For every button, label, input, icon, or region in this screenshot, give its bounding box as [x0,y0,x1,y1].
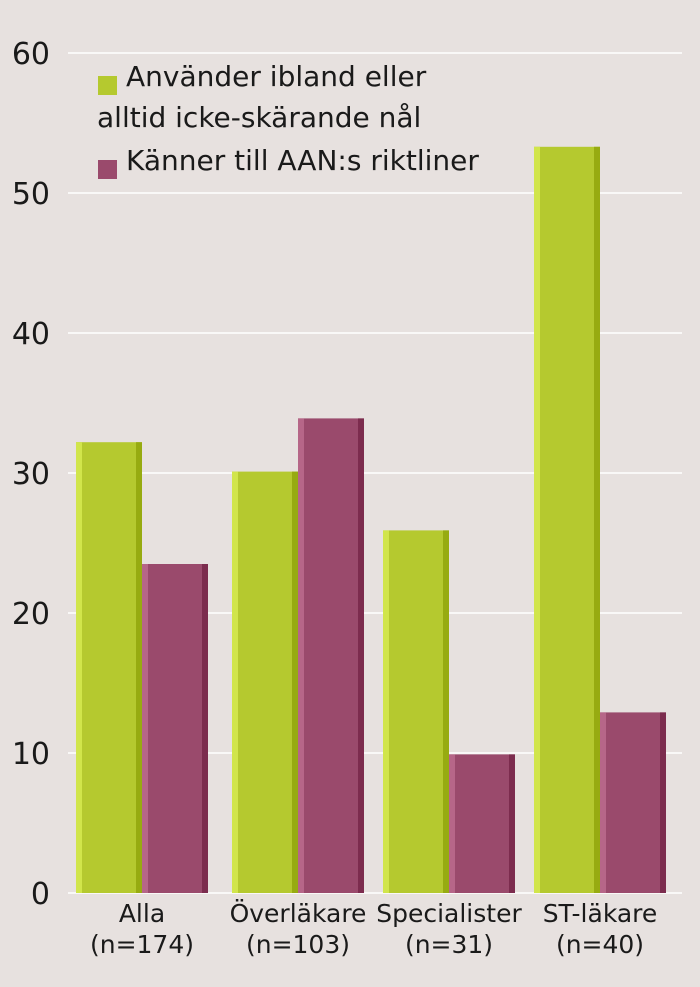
y-tick-label: 50 [12,177,50,212]
bar [449,754,515,893]
bar-body [142,564,208,893]
bar [534,146,600,894]
y-tick-label: 0 [31,877,50,912]
bars [76,146,666,894]
y-tick-label: 40 [12,317,50,352]
x-tick-label: (n=174) [90,930,194,959]
y-tick-label: 20 [12,597,50,632]
x-tick-label: (n=103) [246,930,350,959]
bar [383,530,449,893]
bar-body [449,754,515,893]
bar-body [383,530,449,893]
bar [600,712,666,893]
legend: Använder ibland eller alltid icke-skärand… [97,60,479,179]
bar-body [600,712,666,893]
bar [142,564,208,893]
legend-item: Använder ibland eller alltid icke-skärand… [97,60,427,134]
bar [232,471,298,893]
bar-body [232,471,298,893]
bar-highlight [142,564,148,893]
y-tick-label: 60 [12,37,50,72]
bar-shadow [443,530,449,893]
legend-label: alltid icke-skärande nål [97,101,421,134]
bar-body [298,418,364,893]
bar-shadow [292,471,298,893]
legend-item: Känner till AAN:s riktliner [98,144,479,179]
y-tick-label: 30 [12,457,50,492]
bar-highlight [232,471,238,893]
bar-highlight [76,442,82,893]
bar-highlight [534,146,540,894]
x-tick-label: (n=40) [556,930,644,959]
bar-shadow [136,442,142,893]
bar-shadow [358,418,364,893]
x-tick-label: Alla [119,899,165,928]
x-tick-label: Överläkare [230,899,367,928]
bar-highlight [298,418,304,893]
bar-shadow [660,712,666,893]
bar-highlight [600,712,606,893]
legend-label: Använder ibland eller [126,60,427,93]
bar-shadow [594,146,600,894]
y-axis: 0 10 20 30 40 50 60 [12,37,50,912]
bar-highlight [383,530,389,893]
bar-shadow [202,564,208,893]
bar-highlight [449,754,455,893]
bar-body [76,442,142,893]
legend-swatch [98,76,117,95]
legend-label: Känner till AAN:s riktliner [126,144,479,177]
x-axis: Alla(n=174) Överläkare(n=103) Specialister… [90,899,657,959]
y-tick-label: 10 [12,737,50,772]
x-tick-label: ST-läkare [543,899,658,928]
bar [298,418,364,893]
x-tick-label: (n=31) [405,930,493,959]
bar-shadow [509,754,515,893]
x-tick-label: Specialister [376,899,522,928]
bar-body [534,146,600,894]
legend-swatch [98,160,117,179]
bar [76,442,142,893]
